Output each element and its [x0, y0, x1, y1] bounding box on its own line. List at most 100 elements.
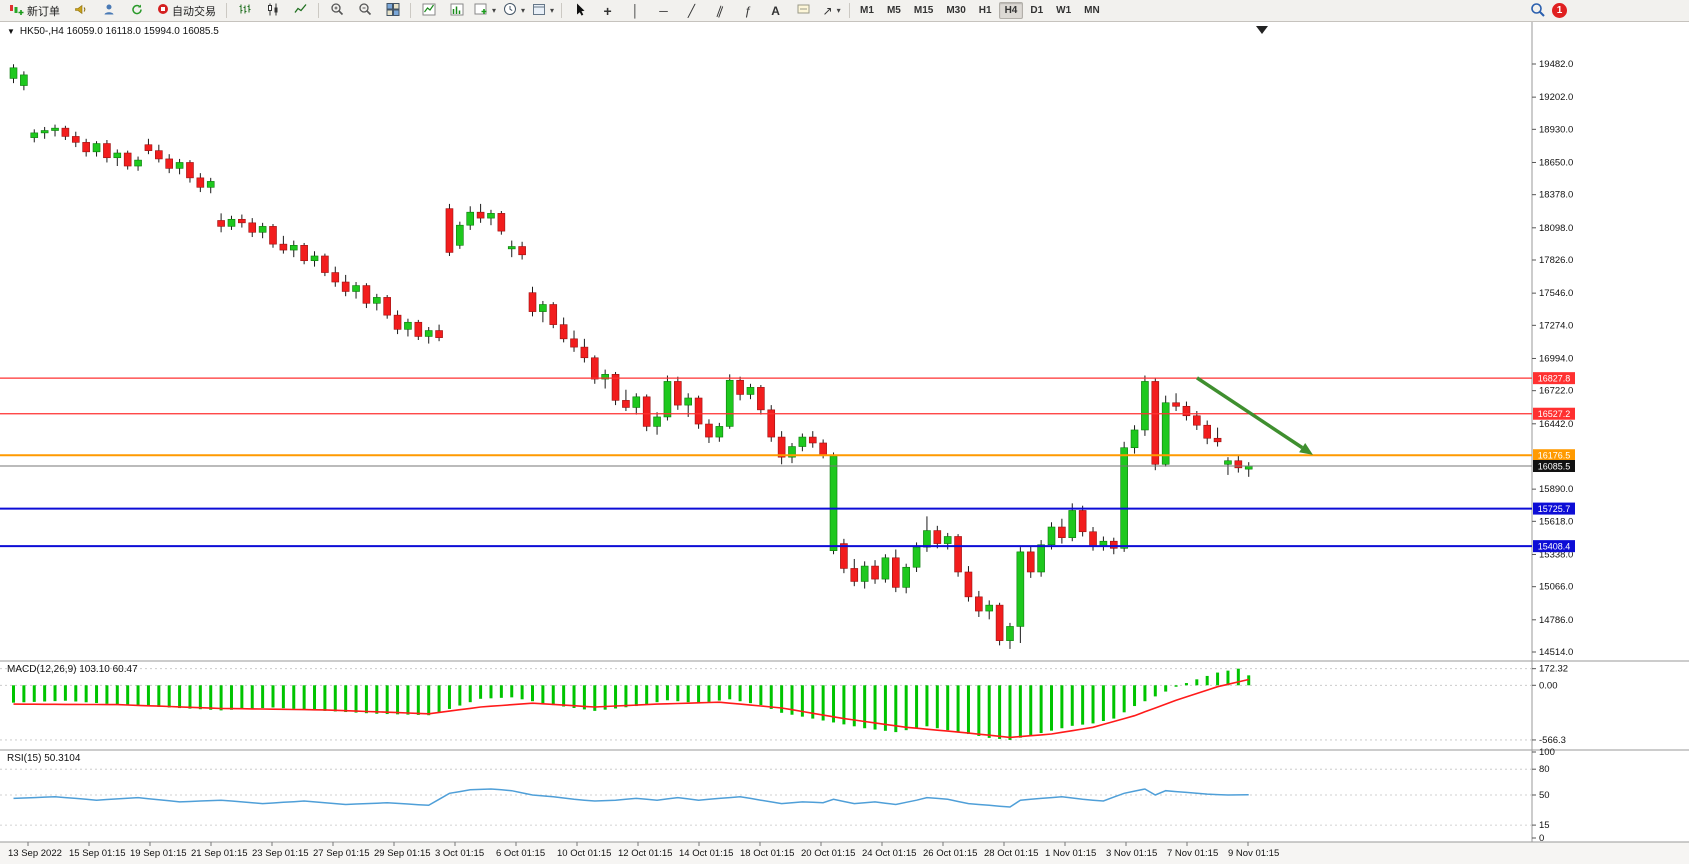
new-chart-dropdown[interactable]: ▾ [471, 0, 499, 21]
chevron-down-icon: ▾ [521, 6, 526, 15]
text-button[interactable]: A [762, 0, 789, 21]
svg-text:19202.0: 19202.0 [1539, 92, 1573, 103]
person-button[interactable] [95, 0, 122, 21]
svg-text:15: 15 [1539, 820, 1550, 831]
svg-text:7 Nov 01:15: 7 Nov 01:15 [1167, 848, 1218, 859]
refresh-icon [130, 3, 144, 19]
svg-text:14514.0: 14514.0 [1539, 647, 1573, 658]
svg-text:3 Nov 01:15: 3 Nov 01:15 [1106, 848, 1157, 859]
cursor-button[interactable] [566, 0, 593, 21]
refresh-button[interactable] [123, 0, 150, 21]
zoom-out-button[interactable] [351, 0, 378, 21]
text-label-button[interactable] [790, 0, 817, 21]
new-order-button[interactable]: 新订单 [3, 0, 66, 21]
svg-text:6 Oct 01:15: 6 Oct 01:15 [496, 848, 545, 859]
svg-text:26 Oct 01:15: 26 Oct 01:15 [923, 848, 977, 859]
svg-text:13 Sep 2022: 13 Sep 2022 [8, 848, 62, 859]
chevron-down-icon: ▾ [836, 6, 841, 15]
timeframe-button-m15[interactable]: M15 [913, 5, 934, 16]
svg-text:14 Oct 01:15: 14 Oct 01:15 [679, 848, 733, 859]
svg-text:23 Sep 01:15: 23 Sep 01:15 [252, 848, 309, 859]
bar-chart-icon [238, 3, 252, 19]
timeframe-button-m5[interactable]: M5 [886, 5, 901, 16]
svg-text:12 Oct 01:15: 12 Oct 01:15 [618, 848, 672, 859]
macd-histogram [12, 668, 1251, 740]
indicators-button[interactable] [415, 0, 442, 21]
arrows-dropdown[interactable]: ↗ ▾ [818, 0, 845, 21]
toolbar-separator [561, 3, 563, 18]
one-click-trading-arrow[interactable]: ▼ [7, 27, 15, 36]
svg-text:16085.5: 16085.5 [1538, 462, 1571, 472]
clock-icon [503, 2, 517, 19]
svg-text:10 Oct 01:15: 10 Oct 01:15 [557, 848, 611, 859]
timeframe-button-d1[interactable]: D1 [1030, 5, 1044, 16]
price-label-badge: 15408.4 [1533, 540, 1575, 553]
svg-text:16176.5: 16176.5 [1538, 451, 1571, 461]
rsi-line [13, 788, 1249, 808]
trendline-icon: ╱ [687, 3, 696, 18]
timeframe-button-m1[interactable]: M1 [860, 5, 874, 16]
notification-badge[interactable]: 1 [1552, 3, 1567, 18]
chevron-down-icon: ▾ [492, 6, 497, 15]
svg-text:15066.0: 15066.0 [1539, 582, 1573, 593]
rsi-legend: RSI(15) 50.3104 [7, 753, 81, 764]
svg-text:15408.4: 15408.4 [1538, 542, 1571, 552]
horn-icon [74, 3, 88, 19]
zoom-in-button[interactable] [323, 0, 350, 21]
macd-legend: MACD(12,26,9) 103.10 60.47 [7, 664, 138, 675]
price-label-badge: 16827.8 [1533, 372, 1575, 385]
periods-dropdown[interactable]: ▾ [500, 0, 528, 21]
svg-text:17826.0: 17826.0 [1539, 255, 1573, 266]
svg-text:-566.3: -566.3 [1539, 735, 1566, 746]
toolbar-separator [849, 3, 851, 18]
arrows-tool-icon: ↗ [822, 3, 833, 18]
svg-text:18 Oct 01:15: 18 Oct 01:15 [740, 848, 794, 859]
trend-arrow-annotation[interactable] [1196, 376, 1313, 455]
channel-button[interactable]: ∥ [706, 0, 733, 21]
svg-text:18930.0: 18930.0 [1539, 124, 1573, 135]
line-chart-button[interactable] [287, 0, 314, 21]
toolbar-separator [410, 3, 411, 18]
fibonacci-icon: ƒ [744, 3, 751, 18]
auto-trading-button[interactable]: 自动交易 [151, 0, 222, 21]
svg-text:172.32: 172.32 [1539, 664, 1568, 675]
svg-text:18098.0: 18098.0 [1539, 223, 1573, 234]
bar-chart-button[interactable] [231, 0, 258, 21]
svg-text:14786.0: 14786.0 [1539, 615, 1573, 626]
svg-text:24 Oct 01:15: 24 Oct 01:15 [862, 848, 916, 859]
svg-text:17274.0: 17274.0 [1539, 320, 1573, 331]
search-button[interactable] [1524, 0, 1551, 21]
timeframe-button-mn[interactable]: MN [1084, 5, 1100, 16]
chart-plot-area[interactable] [0, 22, 1532, 661]
svg-text:17546.0: 17546.0 [1539, 288, 1573, 299]
fibonacci-button[interactable]: ƒ [734, 0, 761, 21]
timeframe-button-h1[interactable]: H1 [978, 5, 992, 16]
horizontal-line-button[interactable]: ─ [650, 0, 677, 21]
zoom-in-icon [330, 2, 344, 19]
price-label-badge: 16085.5 [1533, 460, 1575, 473]
timeframe-button-w1[interactable]: W1 [1056, 5, 1072, 16]
trendline-button[interactable]: ╱ [678, 0, 705, 21]
indicators-icon [422, 3, 436, 19]
tile-windows-button[interactable] [379, 0, 406, 21]
vertical-line-button[interactable]: │ [622, 0, 649, 21]
svg-text:15725.7: 15725.7 [1538, 504, 1571, 514]
templates-dropdown[interactable]: ▾ [529, 0, 557, 21]
chart-shift-marker[interactable] [1256, 26, 1268, 34]
svg-text:1 Nov 01:15: 1 Nov 01:15 [1045, 848, 1096, 859]
timeframe-button-m30[interactable]: M30 [946, 5, 966, 16]
tile-windows-icon [386, 2, 400, 19]
timeframe-button-h4[interactable]: H4 [998, 2, 1024, 19]
new-order-icon [9, 3, 24, 19]
horn-button[interactable] [67, 0, 94, 21]
channel-icon: ∥ [714, 2, 725, 19]
chart-legend-text: HK50-,H4 16059.0 16118.0 15994.0 16085.5 [19, 26, 219, 37]
crosshair-button[interactable]: + [594, 0, 621, 21]
candlestick-chart-button[interactable] [259, 0, 286, 21]
indicator-window-button[interactable] [443, 0, 470, 21]
svg-text:50: 50 [1539, 790, 1550, 801]
horizontal-lines[interactable] [0, 377, 1532, 548]
svg-text:27 Sep 01:15: 27 Sep 01:15 [313, 848, 370, 859]
svg-text:9 Nov 01:15: 9 Nov 01:15 [1228, 848, 1279, 859]
